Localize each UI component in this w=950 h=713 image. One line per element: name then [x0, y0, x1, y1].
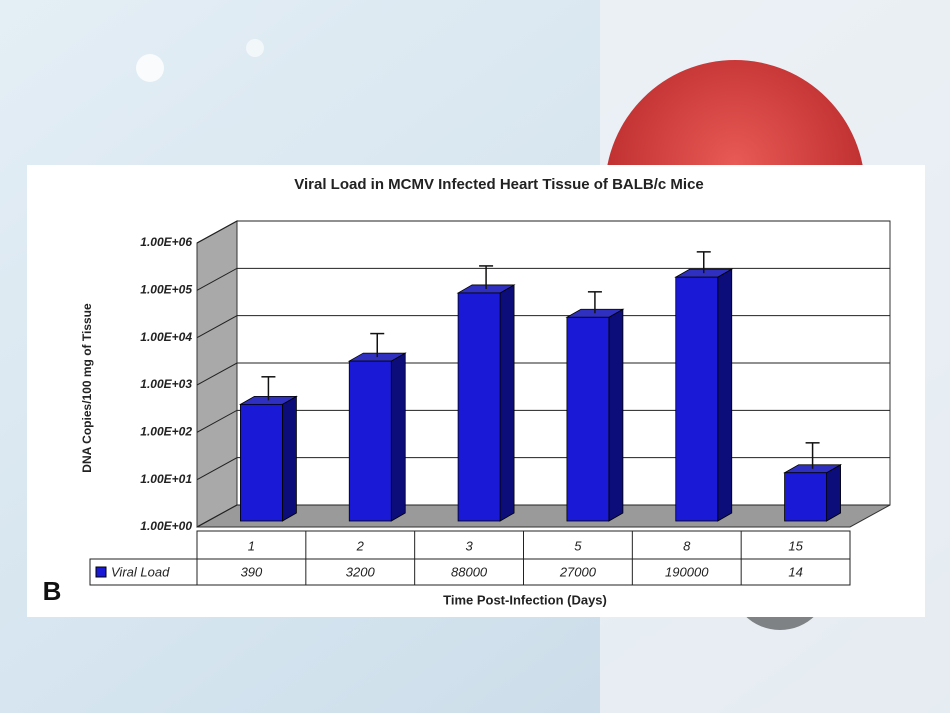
bar	[347, 352, 407, 522]
table-value: 14	[788, 564, 802, 579]
bar-front	[240, 403, 283, 522]
grid-line	[196, 457, 890, 481]
panel-label: B	[43, 576, 62, 606]
bar	[456, 284, 516, 522]
table-value: 3200	[346, 564, 376, 579]
error-bar	[587, 291, 602, 314]
y-tick-label: 1.00E+05	[140, 283, 192, 297]
error-bar	[479, 265, 494, 289]
table-value: 190000	[665, 564, 709, 579]
x-tick-label: 3	[465, 538, 473, 553]
bokeh	[246, 39, 264, 57]
table-value: 390	[241, 564, 263, 579]
bar-side	[390, 352, 406, 522]
bar-side	[499, 284, 515, 522]
error-bar	[696, 251, 711, 274]
bar	[238, 395, 298, 522]
chart-title: Viral Load in MCMV Infected Heart Tissue…	[294, 176, 704, 193]
legend-cell	[89, 558, 198, 586]
x-tick-label: 15	[788, 538, 803, 553]
bar	[674, 268, 734, 522]
y-tick-label: 1.00E+03	[140, 377, 192, 391]
x-tick-label: 8	[683, 538, 691, 553]
bar-front	[675, 276, 719, 522]
y-axis-label: DNA Copies/100 mg of Tissue	[80, 303, 94, 473]
grid-line	[196, 267, 890, 291]
grid-line	[196, 504, 890, 528]
x-tick-label: 2	[356, 538, 365, 553]
bar-front	[566, 316, 610, 522]
error-bar	[805, 442, 820, 469]
bar	[783, 464, 843, 522]
y-tick-label: 1.00E+00	[140, 519, 192, 533]
bar-side	[282, 395, 297, 522]
y-tick-label: 1.00E+02	[140, 425, 192, 439]
error-bar	[370, 332, 385, 358]
grid-line	[196, 409, 890, 433]
y-tick-label: 1.00E+01	[140, 472, 192, 486]
bar	[565, 308, 625, 522]
bar-side	[826, 464, 841, 522]
grid-line	[196, 220, 890, 244]
table-value: 88000	[451, 564, 488, 579]
legend-swatch	[95, 566, 107, 578]
error-bar	[261, 376, 276, 401]
grid-line	[196, 362, 890, 386]
y-tick-label: 1.00E+04	[140, 330, 192, 344]
x-tick-label: 1	[248, 538, 255, 553]
y-tick-label: 1.00E+06	[140, 235, 192, 249]
bokeh	[136, 54, 164, 82]
grid-line	[196, 315, 890, 339]
x-tick-label: 5	[574, 538, 582, 553]
bar-side	[608, 308, 624, 522]
bar-front	[457, 292, 501, 522]
x-axis-label: Time Post-Infection (Days)	[443, 592, 607, 607]
bar-side	[717, 268, 733, 522]
legend-label: Viral Load	[111, 564, 170, 579]
table-value: 27000	[559, 564, 597, 579]
bar-front	[348, 360, 392, 522]
bar-front	[784, 472, 827, 522]
